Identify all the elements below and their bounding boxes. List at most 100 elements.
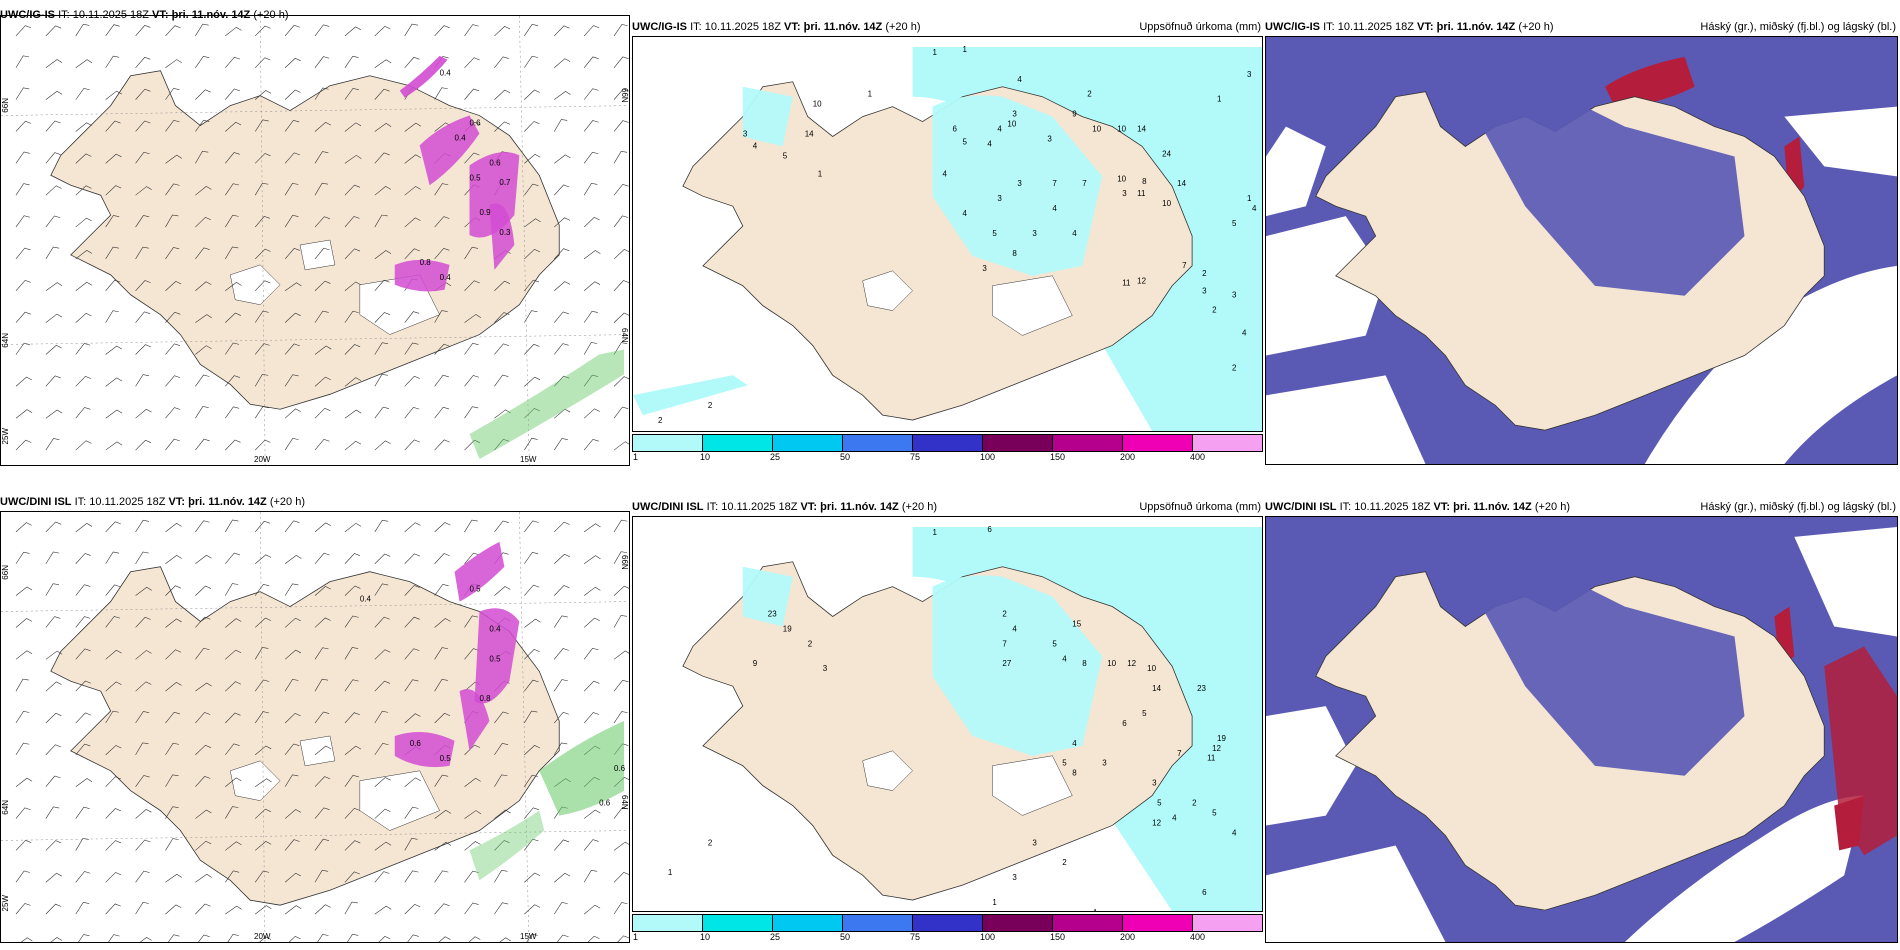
snow-value-label: 0.6 — [410, 739, 422, 748]
colorbar-label: 1 — [633, 452, 639, 462]
wind-barb — [583, 25, 600, 37]
wind-barb — [524, 55, 539, 68]
snow-value-label: 0.9 — [479, 208, 491, 217]
precip-value: 4 — [1242, 328, 1247, 337]
colorbar-label: 100 — [980, 452, 996, 462]
colorbar-label: 25 — [770, 932, 781, 942]
wind-barb — [494, 742, 509, 756]
wind-barb — [45, 521, 62, 533]
wind-barb — [374, 312, 391, 323]
wind-barb — [613, 249, 629, 260]
wind-barb — [75, 616, 91, 628]
panel-clouds-top: UWC/IG-IS IT: 10.11.2025 18Z VT: þri. 11… — [1265, 20, 1898, 465]
wind-barb — [314, 87, 329, 100]
wind-barb — [225, 88, 241, 100]
wind-barb — [195, 314, 212, 323]
wind-barb — [587, 935, 600, 942]
wind-barb — [254, 119, 269, 132]
wind-barb — [314, 807, 330, 819]
wind-barb — [135, 374, 150, 387]
wind-barb — [225, 312, 241, 323]
wind-barb — [195, 776, 211, 787]
wind-barb — [45, 681, 62, 692]
wind-barb — [284, 183, 299, 196]
wind-barb — [135, 344, 152, 355]
wind-barb — [434, 343, 450, 355]
wind-barb — [15, 839, 32, 851]
wind-barb — [404, 585, 420, 596]
precip-value: 2 — [658, 416, 663, 425]
wind-barb — [165, 154, 182, 164]
wind-barb — [434, 809, 452, 819]
wind-barb — [613, 342, 628, 355]
colorbar-label: 200 — [1120, 452, 1136, 462]
wind-barb — [434, 870, 449, 883]
precip-value: 3 — [1232, 291, 1237, 300]
wind-barb — [75, 312, 92, 323]
precip-value: 3 — [1032, 229, 1037, 238]
wind-barb — [195, 247, 210, 260]
wind-barb — [494, 586, 511, 596]
wind-barb — [15, 215, 30, 228]
wind-barb — [613, 120, 629, 132]
wind-barb — [284, 248, 300, 260]
wind-barb — [254, 57, 271, 68]
wind-barb — [374, 88, 390, 100]
wind-barb — [494, 121, 511, 132]
wind-barb — [284, 809, 302, 819]
precip-value: 8 — [1012, 249, 1017, 258]
wind-barb — [583, 809, 601, 819]
wind-barb — [165, 649, 182, 660]
wind-barb — [165, 311, 181, 323]
wind-barb — [45, 650, 63, 660]
wind-barb — [524, 376, 541, 387]
wind-barb — [284, 520, 300, 533]
wind-barb — [108, 934, 120, 942]
wind-barb — [583, 250, 601, 260]
wind-barb — [195, 682, 212, 692]
wind-barb — [464, 280, 480, 291]
wind-barb — [438, 936, 451, 942]
snow-value-label: 0.5 — [489, 654, 501, 663]
wind-barb — [524, 710, 538, 724]
wind-barb — [434, 553, 450, 564]
wind-barb — [195, 840, 212, 851]
wind-barb — [254, 647, 269, 660]
wind-barb — [613, 406, 629, 419]
panel-header: UWC/IG-IS IT: 10.11.2025 18Z VT: þri. 11… — [1265, 21, 1896, 33]
wind-barb — [314, 904, 331, 915]
precip-value: 3 — [1152, 779, 1157, 788]
wind-barb — [20, 937, 33, 942]
colorbar-cell — [703, 915, 773, 931]
wind-barb — [613, 711, 628, 724]
precip-value: 2 — [1087, 90, 1092, 99]
wind-barb — [284, 312, 301, 323]
wind-barb — [374, 808, 391, 819]
wind-barb — [314, 216, 331, 228]
wind-barb — [554, 311, 569, 323]
wind-barb — [135, 151, 150, 164]
snow-area — [459, 689, 490, 751]
wind-barb — [583, 839, 599, 851]
wind-barb — [524, 24, 539, 37]
rain-area — [469, 810, 545, 881]
wind-barb — [284, 152, 300, 164]
precip-value: 1 — [868, 90, 873, 99]
wind-barb — [464, 902, 479, 915]
wind-barb — [227, 934, 239, 942]
wind-barb — [314, 376, 331, 387]
wind-barb — [254, 679, 270, 692]
cloud-map-svg — [1266, 37, 1897, 464]
wind-barb — [105, 120, 121, 132]
wind-barb — [254, 841, 272, 851]
wind-barb — [195, 150, 209, 164]
wind-barb — [613, 902, 628, 915]
wind-barb — [494, 438, 510, 451]
wind-barb — [554, 585, 570, 596]
wind-barb — [524, 807, 539, 819]
wind-barb — [524, 437, 538, 451]
wind-barb — [15, 903, 31, 915]
lat-label-right: 66N — [620, 88, 629, 103]
clear-sky — [1266, 216, 1386, 356]
colorbar-cells — [632, 434, 1263, 452]
